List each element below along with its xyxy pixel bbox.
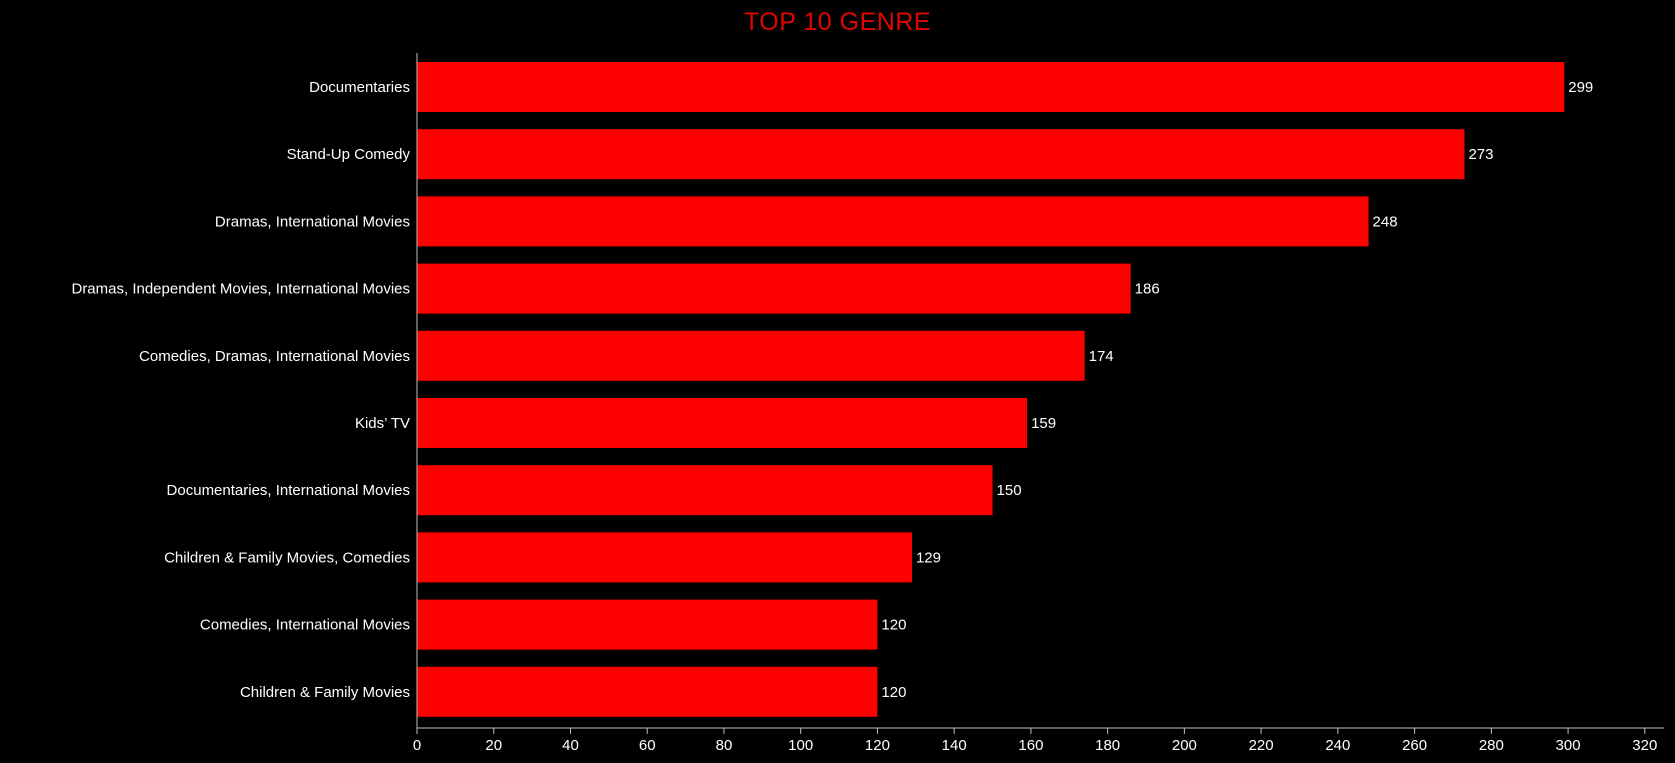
x-tick-label: 100 — [788, 737, 813, 754]
category-labels: Documentaries Stand-Up Comedy Dramas, Inte… — [71, 79, 410, 701]
x-tick-label: 260 — [1402, 737, 1427, 754]
category-label: Kids’ TV — [355, 415, 410, 432]
data-label: 150 — [997, 482, 1022, 499]
data-label: 273 — [1468, 146, 1493, 163]
x-tick-label: 40 — [562, 737, 579, 754]
bar — [417, 599, 878, 650]
x-tick-label: 220 — [1249, 737, 1274, 754]
category-label: Children & Family Movies — [240, 684, 410, 701]
x-tick-label: 140 — [942, 737, 967, 754]
data-label: 129 — [916, 549, 941, 566]
x-tick-label: 300 — [1556, 737, 1581, 754]
bar — [417, 398, 1028, 448]
chart-title: TOP 10 GENRE — [743, 8, 932, 36]
data-label: 299 — [1568, 79, 1593, 96]
category-label: Comedies, International Movies — [200, 617, 410, 634]
x-tick-label: 280 — [1479, 737, 1504, 754]
bar — [417, 263, 1131, 314]
bar — [417, 465, 993, 516]
value-labels: 299 273 248 186 174 159 150 129 120 120 — [881, 79, 1593, 701]
category-label: Comedies, Dramas, International Movies — [139, 348, 410, 365]
x-axis: 0 20 40 60 80 100 120 140 160 180 200 220 240 260 280 3… — [413, 53, 1664, 754]
x-tick-label: 200 — [1172, 737, 1197, 754]
x-tick-label: 60 — [639, 737, 656, 754]
x-tick-label: 180 — [1095, 737, 1120, 754]
data-label: 186 — [1135, 281, 1160, 298]
bar — [417, 129, 1465, 180]
data-label: 120 — [881, 684, 906, 701]
bar — [417, 532, 912, 583]
category-label: Stand-Up Comedy — [287, 146, 411, 163]
data-label: 174 — [1089, 348, 1114, 365]
category-label: Documentaries, International Movies — [167, 482, 410, 499]
bar — [417, 62, 1565, 112]
data-label: 159 — [1031, 415, 1056, 432]
x-tick-label: 160 — [1018, 737, 1043, 754]
x-tick-label: 240 — [1325, 737, 1350, 754]
category-label: Dramas, International Movies — [215, 213, 410, 230]
data-label: 120 — [881, 617, 906, 634]
category-label: Documentaries — [309, 79, 410, 96]
bar — [417, 330, 1085, 381]
category-label: Children & Family Movies, Comedies — [164, 549, 410, 566]
x-tick-label: 0 — [413, 737, 421, 754]
bar — [417, 196, 1369, 247]
bars-layer — [417, 62, 1565, 717]
bar — [417, 666, 878, 717]
x-tick-label: 80 — [716, 737, 733, 754]
x-tick-label: 120 — [865, 737, 890, 754]
category-label: Dramas, Independent Movies, Internationa… — [71, 281, 410, 298]
data-label: 248 — [1373, 213, 1398, 230]
x-tick-label: 320 — [1632, 737, 1657, 754]
x-tick-label: 20 — [485, 737, 502, 754]
